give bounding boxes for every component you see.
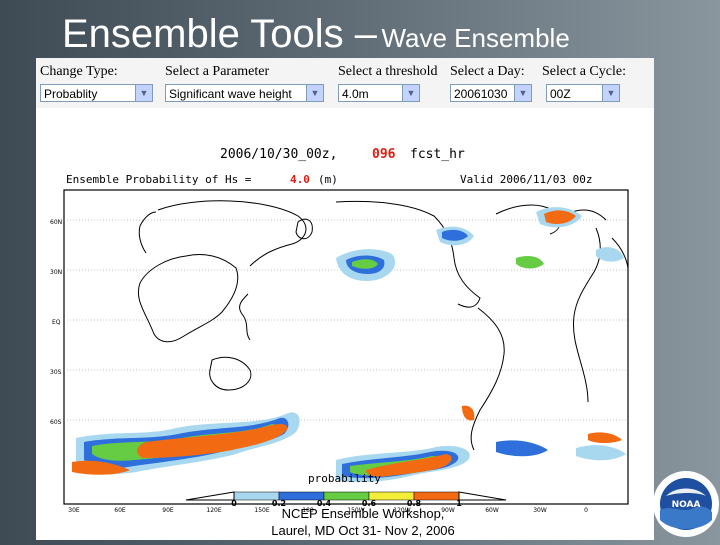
footer-line-1: NCEP Ensemble Workshop, — [281, 506, 445, 521]
threshold-value: 4.0 — [290, 173, 310, 186]
valid-label: Valid 2006/11/03 00z — [460, 173, 592, 186]
slide-title-sub: Wave Ensemble — [381, 23, 570, 53]
colorbar-tick: 0.2 — [272, 499, 286, 508]
colorbar-title: probability — [308, 472, 381, 485]
parameter-select[interactable]: Significant wave height ▼ — [165, 84, 324, 102]
colorbar-tick: 0.4 — [317, 499, 332, 508]
threshold-label: Select a threshold — [338, 64, 438, 79]
lat-label: 30S — [50, 369, 62, 376]
lon-label: 60E — [114, 507, 126, 514]
colorbar-tick: 0.6 — [362, 499, 377, 508]
change-type-label: Change Type: — [40, 64, 118, 79]
map-figure: 2006/10/30_00z, 096 fcst_hr Ensemble Pro… — [50, 147, 629, 514]
lon-label: 120W — [393, 507, 410, 514]
colorbar-tick: 0 — [231, 499, 237, 508]
lat-label: EQ — [52, 319, 61, 326]
control-bar: Change Type: Probablity ▼ Select a Param… — [36, 58, 654, 108]
chevron-down-icon: ▼ — [602, 85, 619, 101]
slide-title: Ensemble Tools – Wave Ensemble — [62, 12, 570, 57]
lon-label: 30W — [533, 507, 547, 514]
footer-text: NCEP Ensemble Workshop, Laurel, MD Oct 3… — [258, 505, 468, 539]
cycle-select[interactable]: 00Z ▼ — [546, 84, 620, 102]
colorbar-tick: 0.8 — [407, 499, 422, 508]
lon-label: 120E — [206, 507, 221, 514]
coastlines — [138, 200, 629, 451]
latitude-labels: 60N 30N EQ 30S 60S — [50, 219, 62, 426]
lon-label: 150W — [347, 507, 364, 514]
map-title: Ensemble Probability of Hs = — [66, 173, 252, 186]
chevron-down-icon: ▼ — [514, 85, 531, 101]
lon-label: 60W — [485, 507, 499, 514]
colorbar-right-cap — [458, 491, 507, 501]
colorbar-ticks: 0 0.2 0.4 0.6 0.8 1 — [231, 499, 462, 508]
probability-map: 2006/10/30_00z, 096 fcst_hr Ensemble Pro… — [36, 108, 654, 540]
chevron-down-icon: ▼ — [306, 85, 323, 101]
lon-label: 90W — [441, 507, 455, 514]
lat-label: 60S — [50, 419, 62, 426]
lon-label: 0 — [584, 507, 588, 514]
run-date: 2006/10/30_00z, — [220, 147, 337, 162]
threshold-select[interactable]: 4.0m ▼ — [338, 84, 420, 102]
parameter-label: Select a Parameter — [165, 64, 270, 79]
footer-line-2: Laurel, MD Oct 31- Nov 2, 2006 — [271, 523, 455, 538]
chevron-down-icon: ▼ — [402, 85, 419, 101]
forecast-hour: 096 — [372, 147, 396, 162]
lat-label: 30N — [50, 269, 62, 276]
chevron-down-icon: ▼ — [135, 85, 152, 101]
colorbar-tick: 1 — [456, 499, 462, 508]
lat-label: 60N — [50, 219, 62, 226]
fcst-label: fcst_hr — [410, 147, 465, 162]
probability-fields — [72, 207, 626, 483]
threshold-unit: (m) — [318, 173, 338, 186]
screenshot-panel: Change Type: Probablity ▼ Select a Param… — [36, 58, 654, 540]
lon-label: 150E — [254, 507, 269, 514]
change-type-select[interactable]: Probablity ▼ — [40, 84, 153, 102]
colorbar-left-cap — [185, 491, 235, 501]
day-select[interactable]: 20061030 ▼ — [450, 84, 532, 102]
colorbar — [185, 491, 507, 501]
noaa-logo: NOAA — [653, 471, 719, 537]
lon-label: 180 — [302, 507, 314, 514]
day-label: Select a Day: — [450, 64, 525, 79]
slide-title-main: Ensemble Tools – — [62, 12, 377, 56]
lon-label: 30E — [68, 507, 80, 514]
logo-text: NOAA — [672, 500, 701, 510]
lon-label: 90E — [162, 507, 174, 514]
cycle-label: Select a Cycle: — [542, 64, 626, 79]
longitude-labels: 30E 60E 90E 120E 150E 180 150W 120W 90W … — [68, 507, 588, 514]
